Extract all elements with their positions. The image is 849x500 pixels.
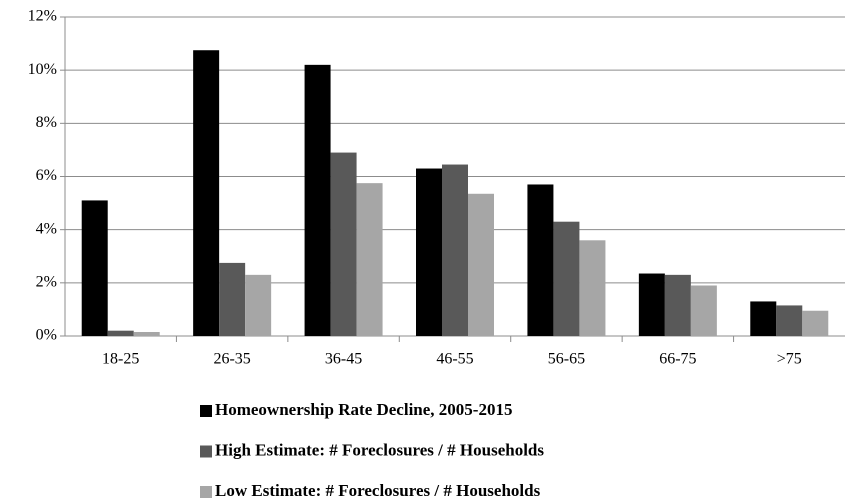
bar xyxy=(356,183,383,336)
bar xyxy=(638,273,665,336)
x-tick-label: 66-75 xyxy=(659,351,696,368)
bar xyxy=(193,50,220,337)
y-tick-label: 8% xyxy=(36,114,57,131)
bar xyxy=(802,310,829,336)
y-tick-label: 0% xyxy=(36,327,57,344)
legend-swatch xyxy=(200,486,212,498)
x-tick-label: 36-45 xyxy=(325,351,362,368)
y-tick-label: 4% xyxy=(36,220,57,237)
legend-label: High Estimate: # Foreclosures / # Househ… xyxy=(215,440,544,459)
y-tick-label: 12% xyxy=(28,8,57,25)
bar xyxy=(527,184,554,336)
bar xyxy=(468,193,494,336)
x-tick-label: 18-25 xyxy=(102,351,139,368)
bar xyxy=(304,64,331,336)
bar xyxy=(776,305,803,336)
legend-label: Low Estimate: # Foreclosures / # Househo… xyxy=(215,481,541,500)
y-tick-label: 6% xyxy=(36,167,57,184)
y-tick-label: 10% xyxy=(28,61,57,78)
bar xyxy=(245,274,272,336)
bar xyxy=(219,262,246,336)
bar xyxy=(690,285,717,336)
bar xyxy=(81,200,108,336)
bar xyxy=(330,152,357,336)
legend-label: Homeownership Rate Decline, 2005-2015 xyxy=(215,400,512,419)
x-tick-label: 46-55 xyxy=(436,351,473,368)
bar xyxy=(416,168,442,336)
bar xyxy=(442,164,468,336)
x-tick-label: 56-65 xyxy=(548,351,585,368)
bar xyxy=(579,240,606,336)
legend-swatch xyxy=(200,445,212,458)
legend-swatch xyxy=(200,405,212,417)
bar xyxy=(107,330,134,336)
x-tick-label: >75 xyxy=(777,351,802,368)
bar xyxy=(553,221,580,336)
y-tick-label: 2% xyxy=(36,274,57,291)
bar xyxy=(750,301,777,336)
bar xyxy=(133,332,160,336)
x-tick-label: 26-35 xyxy=(213,351,250,368)
bar xyxy=(664,274,691,336)
